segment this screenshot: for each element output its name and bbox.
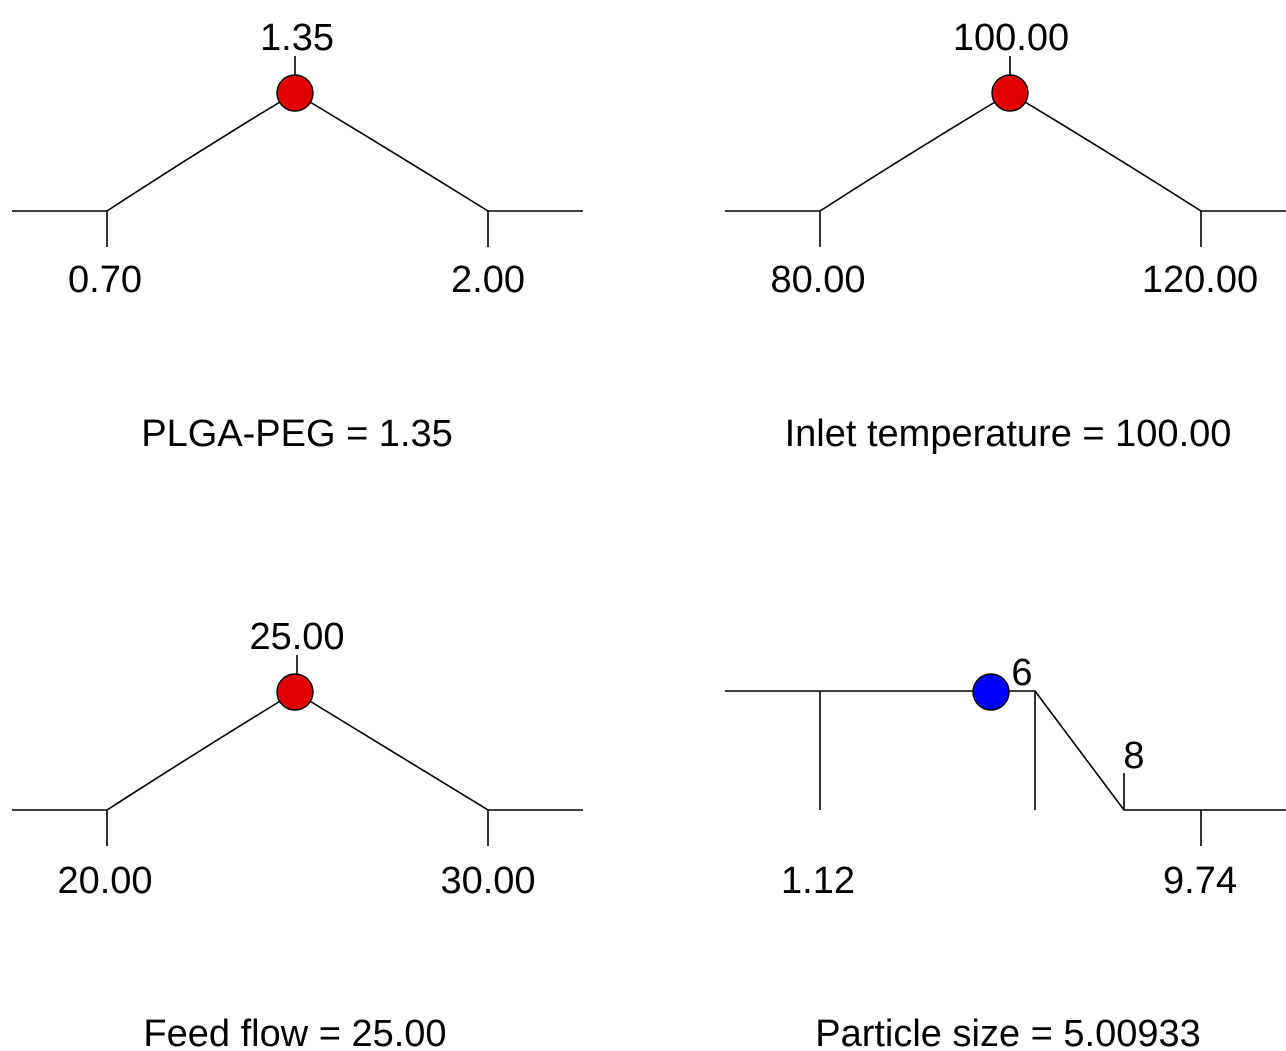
high-value-label: 9.74 (1163, 860, 1237, 902)
high-value-label: 30.00 (440, 860, 535, 902)
current-value-label: 100.00 (953, 17, 1069, 59)
low-value-label: 20.00 (57, 860, 152, 902)
current-value-label: 1.35 (260, 17, 334, 59)
low-value-label: 1.12 (781, 860, 855, 902)
current-marker[interactable] (972, 673, 1010, 711)
panel-caption: Inlet temperature = 100.00 (785, 413, 1232, 455)
current-marker[interactable] (276, 673, 314, 711)
panel-feed-flow: 25.00 20.00 30.00 Feed flow = 25.00 (12, 616, 583, 1051)
low-value-label: 80.00 (770, 259, 865, 301)
desirability-curve (12, 92, 583, 247)
panel-plga-peg: 1.35 0.70 2.00 PLGA-PEG = 1.35 (12, 17, 583, 455)
upper-limit-value-label: 8 (1123, 735, 1144, 777)
desirability-curve (725, 690, 1286, 811)
current-marker[interactable] (276, 74, 314, 112)
current-marker[interactable] (991, 74, 1029, 112)
high-value-label: 120.00 (1142, 259, 1258, 301)
desirability-curve (725, 92, 1286, 247)
high-value-label: 2.00 (451, 259, 525, 301)
panel-caption: PLGA-PEG = 1.35 (141, 413, 453, 455)
panel-particle-size: 6 8 1.12 9.74 Particle size = 5.00933 (725, 652, 1286, 1051)
panel-caption: Particle size = 5.00933 (815, 1013, 1201, 1051)
panel-caption: Feed flow = 25.00 (143, 1013, 446, 1051)
low-value-label: 0.70 (68, 259, 142, 301)
target-value-label: 6 (1011, 652, 1032, 694)
panel-inlet-temperature: 100.00 80.00 120.00 Inlet temperature = … (725, 17, 1286, 455)
current-value-label: 25.00 (249, 616, 344, 658)
desirability-curve (12, 691, 583, 846)
